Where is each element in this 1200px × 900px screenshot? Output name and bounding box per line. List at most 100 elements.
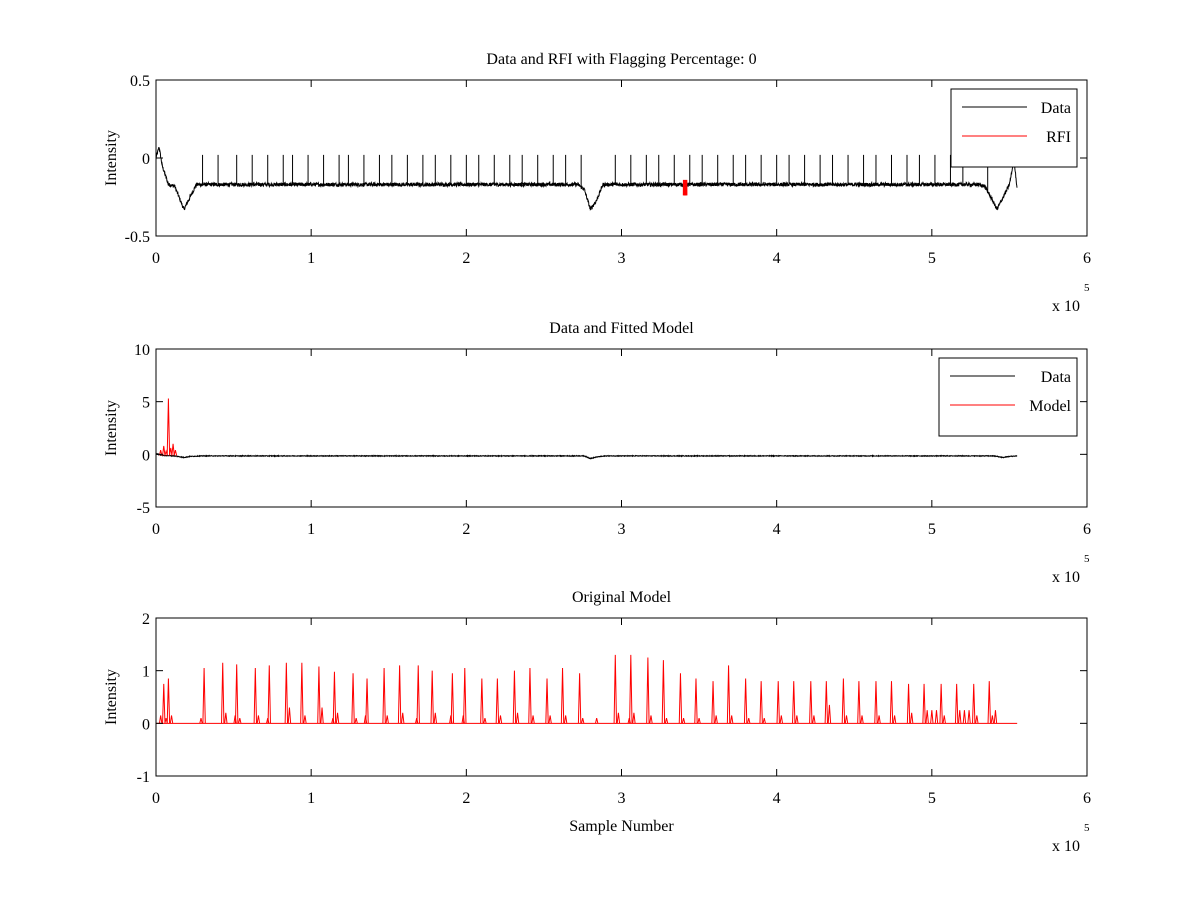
model-spike	[726, 665, 731, 724]
model-spike	[987, 681, 991, 724]
model-spike	[934, 710, 939, 724]
model-spike	[463, 668, 467, 724]
x-tick-label: 4	[773, 521, 781, 538]
x-multiplier-exponent: 5	[1084, 282, 1090, 294]
y-axis-label: Intensity	[103, 130, 120, 186]
model-spike	[906, 683, 911, 724]
model-spike	[958, 710, 962, 724]
y-axis-label: Intensity	[103, 400, 120, 456]
y-tick-label: 10	[134, 342, 150, 359]
axes-frame	[155, 348, 1088, 508]
model-spike	[416, 665, 420, 724]
model-spike	[729, 715, 734, 724]
series-original-model	[156, 654, 1018, 724]
model-spike	[162, 683, 166, 724]
model-spike	[922, 683, 926, 724]
legend-box	[938, 357, 1078, 437]
model-spike	[169, 715, 174, 724]
model-spike	[335, 712, 340, 724]
y-tick-label: -1	[137, 769, 150, 786]
model-spike	[483, 717, 487, 724]
model-spike	[365, 678, 369, 724]
rfi-band	[682, 179, 688, 196]
model-spike	[697, 717, 701, 724]
data-line	[156, 146, 1018, 211]
model-spike	[762, 717, 766, 724]
x-tick-label: 4	[773, 250, 781, 267]
axes-box	[155, 348, 1088, 508]
axes-box	[155, 617, 1088, 777]
subplot-title: Original Model	[572, 589, 672, 606]
model-spike	[320, 707, 324, 724]
model-spike	[171, 443, 175, 456]
x-tick-label: 2	[462, 521, 470, 538]
x-tick-label: 3	[618, 521, 626, 538]
axes-frame	[155, 79, 1088, 237]
model-spike	[649, 715, 653, 724]
x-tick-label: 6	[1083, 521, 1091, 538]
x-tick-label: 1	[307, 790, 315, 807]
x-tick-label: 5	[928, 521, 936, 538]
x-tick-label: 3	[618, 790, 626, 807]
model-spike	[563, 715, 568, 724]
x-tick-label: 0	[152, 521, 160, 538]
model-spike	[577, 673, 582, 724]
model-spike	[594, 717, 599, 724]
model-spike	[560, 668, 565, 724]
model-spike	[253, 668, 258, 724]
model-spike	[939, 683, 943, 724]
model-spike	[827, 704, 832, 724]
model-spike	[495, 678, 500, 724]
x-tick-label: 2	[462, 250, 470, 267]
y-axis-label: Intensity	[103, 669, 120, 725]
model-spike	[646, 657, 650, 724]
model-spike	[397, 665, 402, 724]
model-spike	[661, 660, 666, 724]
legend: Data Model	[938, 357, 1078, 437]
model-spike	[480, 678, 484, 724]
model-spike	[874, 681, 878, 724]
model-spike	[287, 707, 292, 724]
model-spike	[169, 447, 173, 456]
x-tick-label: 0	[152, 790, 160, 807]
x-multiplier: x 10	[1052, 569, 1080, 586]
model-spike	[303, 715, 307, 724]
x-tick-label: 5	[928, 250, 936, 267]
model-spike	[776, 681, 780, 724]
model-spike	[401, 712, 405, 724]
model-spike	[531, 715, 535, 724]
plot-area	[156, 398, 1018, 460]
model-spike	[515, 712, 520, 724]
y-tick-label: 1	[142, 664, 150, 681]
x-tick-label: 0	[152, 250, 160, 267]
model-spike	[779, 715, 784, 724]
model-spike	[860, 715, 864, 724]
y-tick-label: -0.5	[125, 229, 150, 246]
model-spike	[812, 715, 816, 724]
model-spike	[158, 450, 163, 456]
model-spike	[759, 681, 763, 724]
model-spike	[967, 710, 971, 724]
model-spike	[824, 681, 829, 724]
model-spike	[942, 715, 946, 724]
model-spike	[809, 681, 813, 724]
model-spike	[877, 715, 881, 724]
model-spike	[857, 681, 861, 724]
model-spike	[925, 710, 929, 724]
model-spike	[747, 717, 751, 724]
y-tick-label: 0	[142, 151, 150, 168]
x-multiplier-exponent: 5	[1084, 553, 1090, 565]
model-spike	[385, 715, 389, 724]
model-spike	[430, 670, 434, 724]
x-tick-label: 6	[1083, 790, 1091, 807]
subplot-title: Data and Fitted Model	[549, 320, 694, 337]
model-spike	[613, 654, 617, 724]
series-data	[156, 452, 1018, 460]
model-spike	[909, 712, 914, 724]
x-tick-label: 2	[462, 790, 470, 807]
x-tick-label: 6	[1083, 250, 1091, 267]
model-spike	[694, 678, 698, 724]
model-spike	[545, 678, 549, 724]
legend-label: Data	[1041, 100, 1071, 117]
